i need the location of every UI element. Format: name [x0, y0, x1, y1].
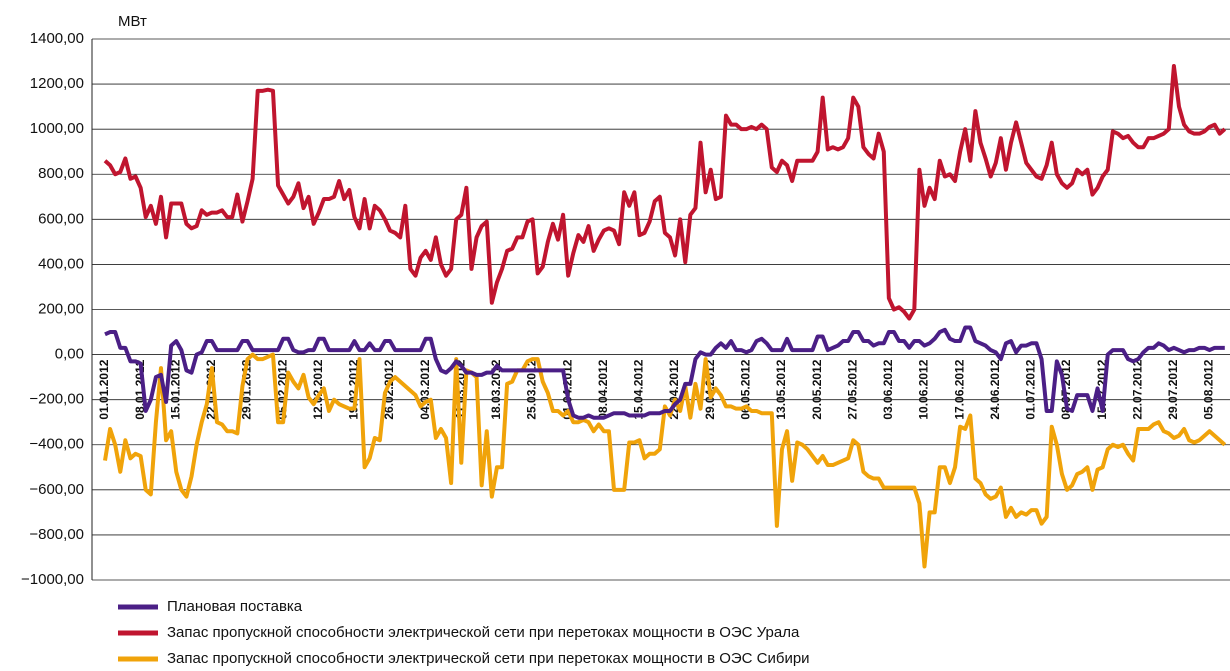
y-tick-label: 1000,00	[30, 120, 84, 137]
legend-label: Плановая поставка	[167, 598, 303, 615]
x-tick-label: 24.06.2012	[988, 359, 1002, 419]
x-tick-label: 01.07.2012	[1024, 359, 1038, 419]
x-tick-label: 01.01.2012	[97, 359, 111, 419]
x-tick-label: 05.08.2012	[1202, 359, 1216, 419]
y-tick-label: 1400,00	[30, 30, 84, 47]
x-tick-label: 13.05.2012	[774, 359, 788, 419]
y-tick-label: 0,00	[55, 346, 84, 363]
y-tick-label: −400,00	[29, 436, 84, 453]
y-tick-label: 200,00	[38, 300, 84, 317]
x-tick-label: 27.05.2012	[845, 359, 859, 419]
y-tick-label: 600,00	[38, 210, 84, 227]
legend-label: Запас пропускной способности электрическ…	[167, 650, 810, 667]
x-tick-label: 04.03.2012	[418, 359, 432, 419]
x-tick-label: 15.04.2012	[632, 359, 646, 419]
x-tick-label: 10.06.2012	[917, 359, 931, 419]
x-tick-label: 15.01.2012	[168, 359, 182, 419]
y-tick-label: −200,00	[29, 391, 84, 408]
x-tick-label: 25.03.2012	[525, 359, 539, 419]
x-tick-label: 22.07.2012	[1130, 359, 1144, 419]
series-line	[103, 352, 1227, 569]
y-axis-title: МВт	[118, 13, 147, 30]
x-tick-label: 06.05.2012	[739, 359, 753, 419]
y-tick-label: −600,00	[29, 481, 84, 498]
x-tick-label: 29.07.2012	[1166, 359, 1180, 419]
x-tick-label: 03.06.2012	[881, 359, 895, 419]
y-tick-label: 1200,00	[30, 75, 84, 92]
x-tick-label: 17.06.2012	[952, 359, 966, 419]
y-tick-label: 800,00	[38, 165, 84, 182]
x-tick-label: 26.02.2012	[382, 359, 396, 419]
x-tick-label: 20.05.2012	[810, 359, 824, 419]
x-tick-label: 08.04.2012	[596, 359, 610, 419]
series-line	[103, 64, 1227, 321]
series-line	[104, 325, 1225, 420]
legend-label: Запас пропускной способности электрическ…	[167, 624, 800, 641]
y-tick-label: 400,00	[38, 255, 84, 272]
y-tick-label: −800,00	[29, 526, 84, 543]
y-tick-label: −1000,00	[21, 571, 84, 588]
